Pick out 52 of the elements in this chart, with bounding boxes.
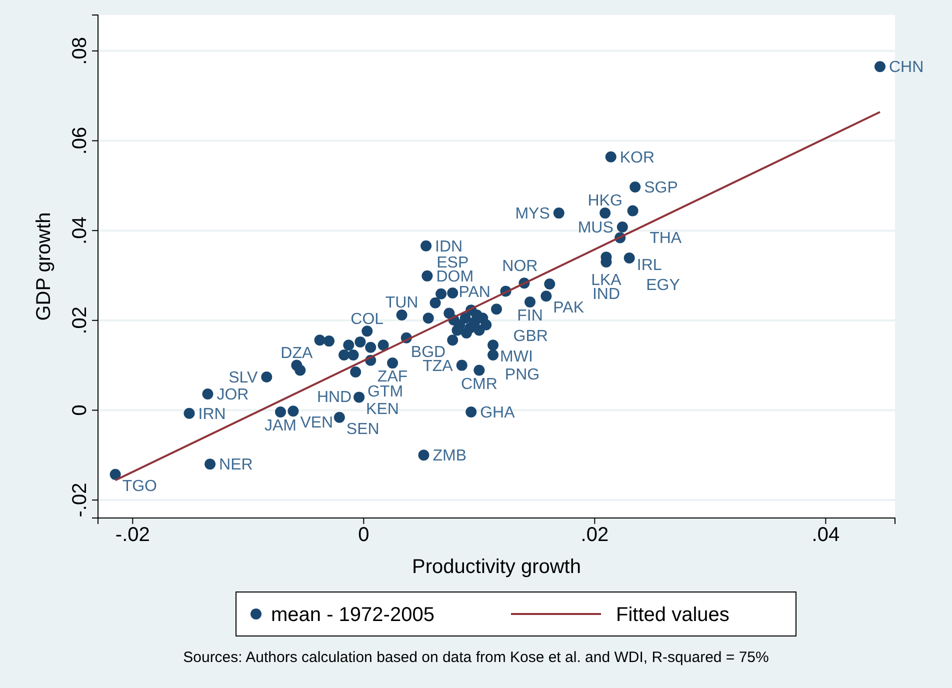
data-label: DOM	[436, 268, 474, 286]
data-label: PNG	[504, 366, 540, 384]
x-tick-label: -.02	[115, 524, 150, 546]
data-label: HND	[316, 389, 352, 406]
data-label: SEN	[346, 421, 380, 438]
data-label: COL	[350, 310, 384, 328]
data-label: MYS	[515, 206, 550, 223]
data-label: GHA	[480, 404, 516, 422]
data-label: THA	[650, 230, 682, 247]
data-label: NER	[219, 456, 253, 474]
data-label: EGY	[646, 276, 680, 294]
data-label: DZA	[280, 344, 313, 362]
data-label: SGP	[644, 180, 678, 197]
x-tick-label: .04	[812, 524, 840, 546]
data-label: TUN	[385, 294, 418, 312]
data-label: IRN	[198, 406, 226, 423]
y-tick-label: 0	[69, 404, 91, 416]
y-tick-label: .02	[69, 306, 91, 334]
x-axis-title: Productivity growth	[412, 556, 581, 578]
data-label: KOR	[620, 150, 655, 167]
y-tick-label: .06	[69, 126, 91, 155]
x-tick-label: 0	[358, 524, 370, 546]
data-label: GTM	[367, 383, 404, 400]
data-label: TGO	[122, 478, 157, 496]
source-note: Sources: Authors calculation based on data from Kose et al. and WDI, R-squared = 75%	[183, 649, 769, 666]
data-label: IDN	[435, 238, 463, 256]
data-label: MUS	[578, 220, 614, 237]
data-label: FIN	[517, 308, 543, 325]
data-label: CMR	[460, 376, 498, 393]
y-axis-title: GDP growth	[33, 212, 55, 321]
legend-label: Fitted values	[616, 604, 730, 626]
data-label: JOR	[216, 386, 249, 404]
legend-label: mean - 1972-2005	[271, 604, 434, 626]
data-label: GBR	[513, 328, 548, 346]
data-label: MWI	[500, 348, 533, 366]
y-tick-label: -.02	[69, 482, 91, 518]
data-label: IRL	[636, 256, 662, 274]
data-label: KEN	[366, 400, 399, 418]
data-label: NOR	[502, 258, 538, 275]
data-label: HKG	[588, 192, 622, 210]
data-label: SLV	[228, 370, 258, 387]
data-label: ESP	[436, 254, 469, 272]
data-label: ZAF	[377, 368, 408, 386]
data-label: JAM	[264, 418, 296, 435]
data-label: VEN	[300, 414, 334, 432]
data-label: ZMB	[432, 448, 467, 465]
data-label: PAK	[553, 300, 584, 317]
y-tick-label: .04	[69, 216, 91, 244]
x-tick-label: .02	[580, 524, 609, 546]
data-label: CHN	[888, 59, 924, 76]
y-tick-label: .08	[69, 37, 91, 65]
data-label: PAN	[458, 284, 490, 301]
